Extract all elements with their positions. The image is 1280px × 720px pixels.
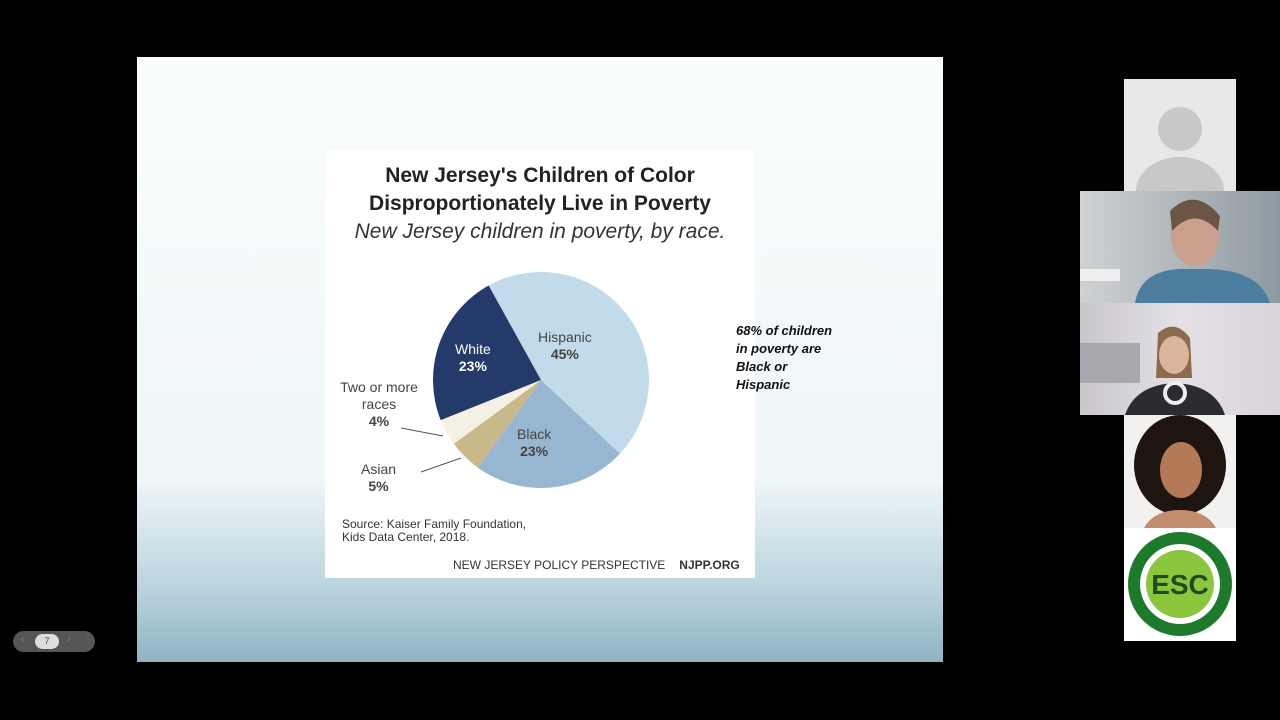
chart-title: New Jersey's Children of Color Dispropor… bbox=[325, 162, 755, 218]
leader-line-two-or-more bbox=[400, 427, 444, 437]
pie-slice-black bbox=[477, 380, 620, 488]
participant-tile-3[interactable] bbox=[1080, 303, 1280, 415]
svg-text:ESC: ESC bbox=[1151, 569, 1209, 600]
title-line-2: Disproportionately Live in Poverty bbox=[369, 192, 711, 215]
participant-tile-1[interactable] bbox=[1124, 79, 1236, 191]
pie-slice-asian bbox=[453, 380, 541, 468]
chevron-left-icon[interactable]: ‹ bbox=[21, 634, 25, 645]
participant-tile-2[interactable] bbox=[1080, 191, 1280, 303]
participant-video bbox=[1080, 326, 1225, 415]
page-number: 7 bbox=[35, 634, 59, 649]
user-avatar-icon bbox=[1136, 107, 1224, 191]
label-black: Black 23% bbox=[517, 426, 552, 459]
label-white: White 23% bbox=[455, 341, 491, 374]
participant-tile-5[interactable]: ESC bbox=[1124, 528, 1236, 641]
slide-pager[interactable]: ‹ 7 › ⋮ bbox=[13, 631, 95, 652]
title-line-1: New Jersey's Children of Color bbox=[385, 164, 695, 187]
hunterdon-county-esc-logo: ESC bbox=[1128, 532, 1232, 636]
label-hispanic: Hispanic 45% bbox=[538, 329, 592, 362]
label-asian: Asian 5% bbox=[361, 461, 397, 494]
pie-slice-white bbox=[433, 285, 541, 421]
participant-tile-4[interactable] bbox=[1124, 415, 1236, 528]
chart-footer: NEW JERSEY POLICY PERSPECTIVE NJPP.ORG bbox=[453, 558, 740, 572]
annotation-note: 68% of children in poverty are Black or … bbox=[736, 323, 833, 392]
pie-chart bbox=[400, 272, 649, 488]
shared-slide: New Jersey's Children of Color Dispropor… bbox=[137, 57, 943, 662]
participant-video bbox=[1080, 199, 1270, 303]
chart-subtitle: New Jersey children in poverty, by race. bbox=[354, 220, 726, 243]
participant-video bbox=[1134, 415, 1226, 528]
more-vertical-icon[interactable]: ⋮ bbox=[83, 634, 93, 645]
pie-slice-two-or-more-races bbox=[440, 380, 541, 444]
chart-card: New Jersey's Children of Color Dispropor… bbox=[325, 150, 755, 578]
chart-source: Source: Kaiser Family Foundation, Kids Da… bbox=[342, 517, 527, 544]
pie-slice-hispanic bbox=[488, 272, 649, 454]
leader-line-asian bbox=[420, 457, 462, 473]
label-two-or-more: Two or more races 4% bbox=[340, 379, 418, 429]
chevron-right-icon[interactable]: › bbox=[67, 634, 71, 645]
